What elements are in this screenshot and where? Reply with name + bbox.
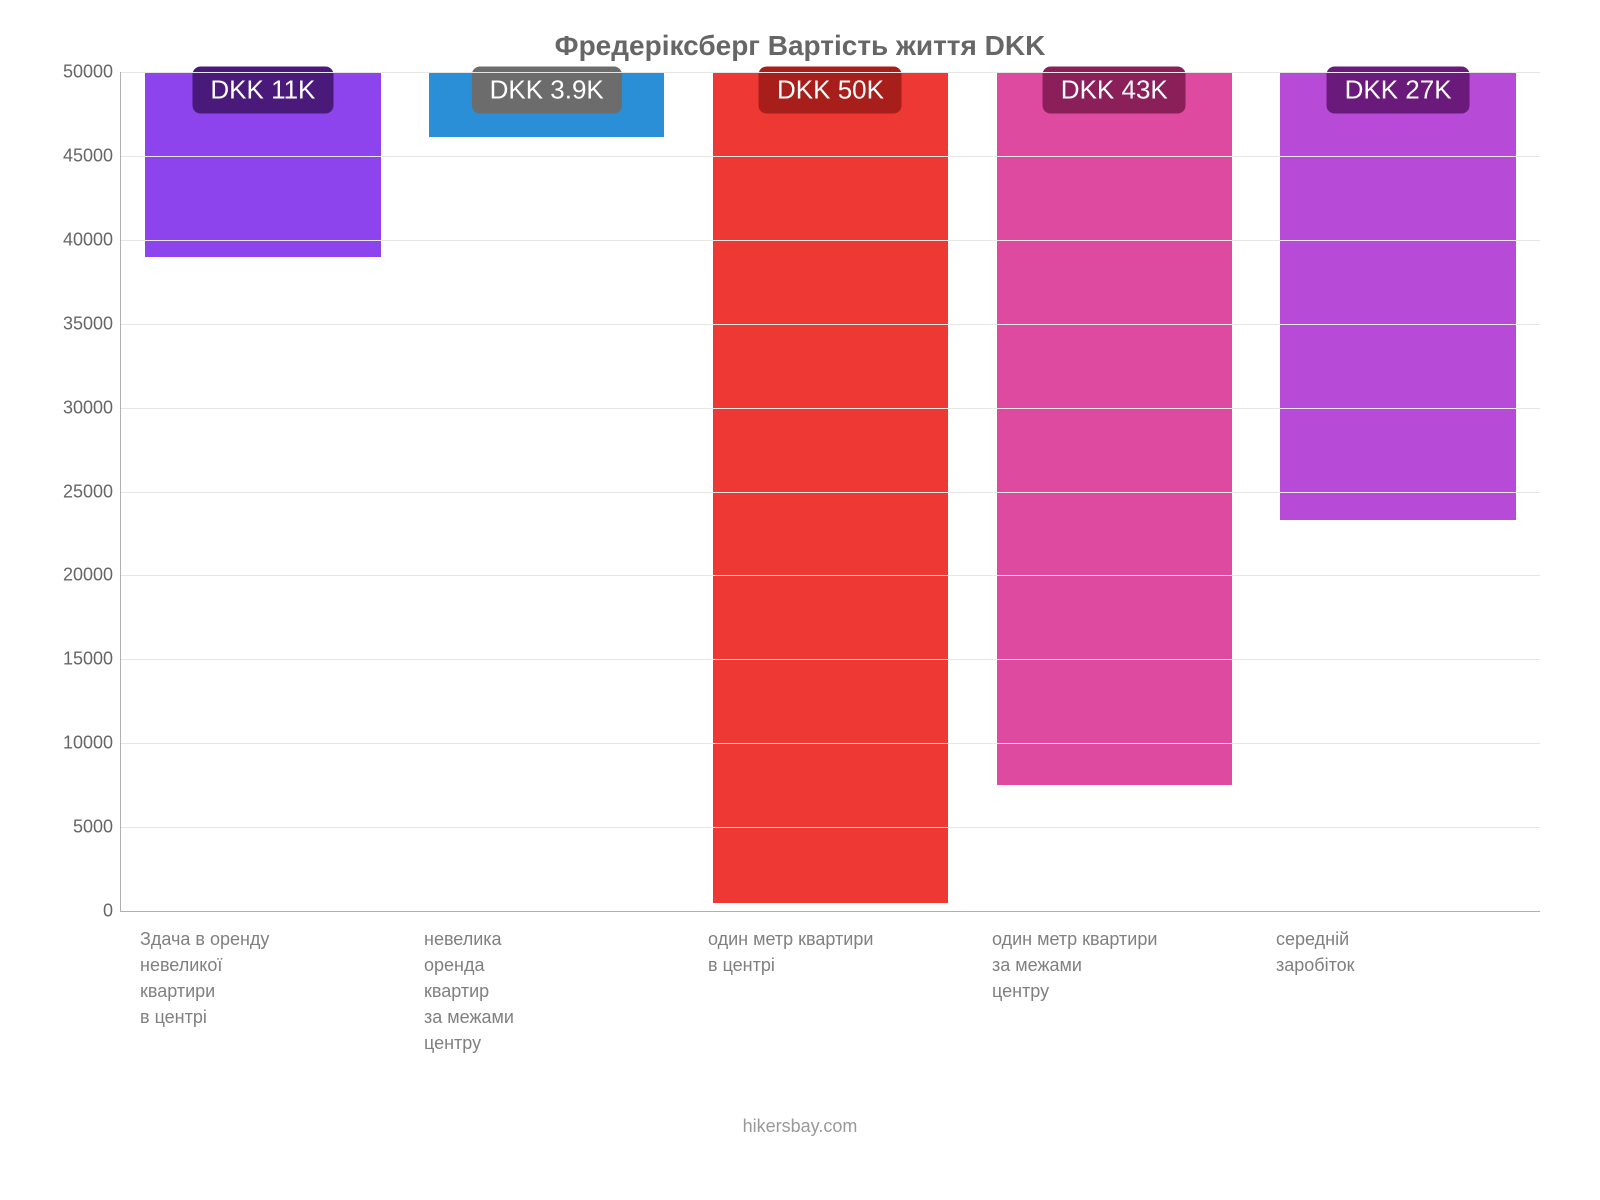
chart-title: Фредеріксберг Вартість життя DKK — [40, 30, 1560, 62]
x-label-slot: середній заробіток — [1256, 926, 1540, 1056]
gridline — [121, 743, 1540, 744]
gridline — [121, 240, 1540, 241]
x-axis-label: один метр квартири за межами центру — [992, 926, 1157, 1056]
gridline — [121, 492, 1540, 493]
x-label-slot: Здача в оренду невеликої квартири в цент… — [120, 926, 404, 1056]
y-tick-label: 5000 — [41, 817, 113, 838]
x-axis-label: Здача в оренду невеликої квартири в цент… — [140, 926, 269, 1056]
x-axis-label: середній заробіток — [1276, 926, 1355, 1056]
bar-value-badge: DKK 50K — [759, 67, 902, 114]
plot-region: DKK 11KDKK 3.9KDKK 50KDKK 43KDKK 27K 050… — [120, 72, 1540, 912]
gridline — [121, 659, 1540, 660]
y-tick-label: 30000 — [41, 397, 113, 418]
y-tick-label: 0 — [41, 901, 113, 922]
bar-value-badge: DKK 3.9K — [472, 67, 622, 114]
gridline — [121, 324, 1540, 325]
bar-value-badge: DKK 43K — [1043, 67, 1186, 114]
gridline — [121, 575, 1540, 576]
y-tick-label: 45000 — [41, 145, 113, 166]
gridline — [121, 827, 1540, 828]
gridline — [121, 156, 1540, 157]
y-tick-label: 20000 — [41, 565, 113, 586]
chart-container: Фредеріксберг Вартість життя DKK DKK 11K… — [0, 0, 1600, 1200]
y-tick-label: 35000 — [41, 313, 113, 334]
gridline — [121, 408, 1540, 409]
x-axis-label: невелика оренда квартир за межами центру — [424, 926, 514, 1056]
chart-footer: hikersbay.com — [40, 1116, 1560, 1137]
bar-value-badge: DKK 11K — [192, 67, 333, 114]
bar-value-badge: DKK 27K — [1327, 67, 1470, 114]
bar: DKK 11K — [145, 72, 381, 257]
bar: DKK 50K — [713, 72, 949, 903]
bar: DKK 3.9K — [429, 72, 665, 137]
x-label-slot: невелика оренда квартир за межами центру — [404, 926, 688, 1056]
y-tick-label: 50000 — [41, 62, 113, 83]
y-tick-label: 40000 — [41, 229, 113, 250]
x-axis-label: один метр квартири в центрі — [708, 926, 873, 1056]
y-tick-label: 15000 — [41, 649, 113, 670]
y-tick-label: 10000 — [41, 733, 113, 754]
bar: DKK 27K — [1280, 72, 1516, 520]
bar: DKK 43K — [997, 72, 1233, 785]
x-label-slot: один метр квартири за межами центру — [972, 926, 1256, 1056]
y-tick-label: 25000 — [41, 481, 113, 502]
x-label-slot: один метр квартири в центрі — [688, 926, 972, 1056]
gridline — [121, 72, 1540, 73]
x-axis-labels: Здача в оренду невеликої квартири в цент… — [120, 926, 1540, 1056]
